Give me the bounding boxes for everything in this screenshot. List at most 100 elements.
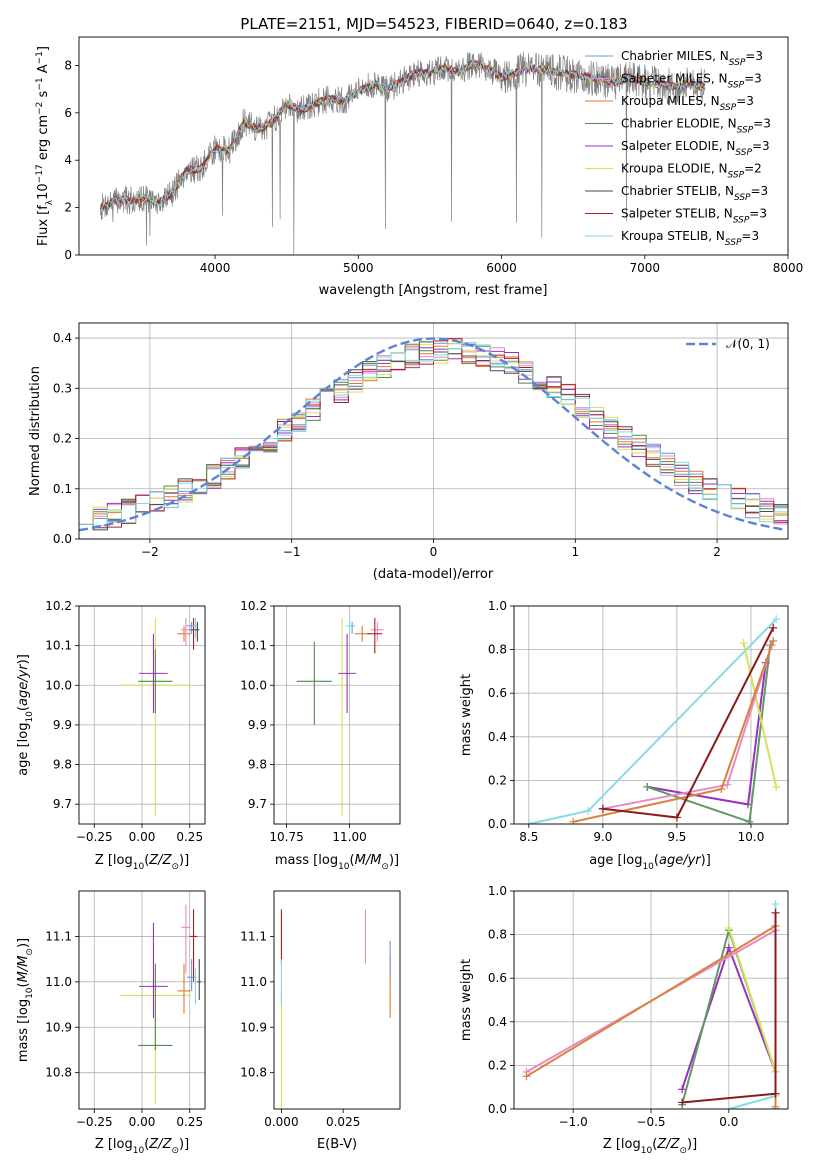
y-tick-label: 0.6 [488, 971, 507, 985]
label-part: Flux [f [36, 205, 51, 246]
label-part: SSP [729, 58, 746, 68]
y-tick-label: 10.0 [45, 678, 72, 692]
label-part: mass [log [275, 853, 338, 868]
label-part: =3 [744, 72, 762, 86]
label-part: Chabrier ELODIE, N [621, 117, 737, 131]
x-tick-label: 8.5 [519, 830, 538, 844]
y-tick-label: 0.4 [488, 1015, 507, 1029]
label-part: A [36, 64, 51, 77]
label-part: =3 [736, 94, 754, 108]
label-part: Salpeter STELIB, N [621, 207, 733, 221]
plot-area [120, 617, 200, 817]
x-tick-label: 0 [430, 545, 438, 559]
weight-marker [772, 615, 781, 624]
weight-marker [522, 1072, 531, 1081]
y-tick-label: 0.3 [53, 381, 72, 395]
weight-marker [745, 817, 754, 824]
plot-area [296, 617, 384, 817]
label-part: SSP [728, 171, 745, 181]
label-part: ⊙ [25, 948, 35, 956]
hist-krou_stelib [79, 342, 788, 526]
label-part: 10 [642, 862, 654, 872]
label-part: 10 [338, 862, 350, 872]
y-tick-label: 0 [64, 248, 72, 262]
label-part: 10 [25, 711, 35, 723]
label-part: ( [350, 853, 355, 868]
weight-marker [772, 782, 781, 791]
y-axis-label: mass weight [459, 959, 474, 1041]
y-tick-label: 0.0 [488, 817, 507, 831]
y-tick-label: 0.6 [488, 686, 507, 700]
residuals-panel: −2 −1 0 1 2 0.0 0.1 0.2 0.3 0.4 (data-model)/error… [28, 322, 789, 582]
label-part: ( [144, 1137, 149, 1152]
label-part: Z [log [95, 853, 133, 868]
label-part: =3 [751, 184, 769, 198]
label-part: 10 [25, 987, 35, 999]
y-axis-label: mass [log10(M/M⊙)] [16, 938, 35, 1062]
y-tick-label: 9.7 [53, 797, 72, 811]
mass-age-panel: 10.75 11.00 9.7 9.8 9.9 10.0 10.1 10.2 mass [log… [240, 599, 401, 872]
label-part: Salpeter MILES, N [621, 72, 728, 86]
plot-area [120, 904, 202, 1105]
label-part: ( [16, 982, 31, 987]
label-part: ( [652, 1137, 657, 1152]
legend-label: Salpeter ELODIE, NSSP=3 [621, 139, 770, 158]
weight-marker [739, 639, 748, 648]
label-part: Z [log [95, 1137, 133, 1152]
weight-marker [643, 782, 652, 791]
label-part: M/M [16, 956, 31, 983]
x-axis-label: mass [log10(M/M⊙)] [275, 853, 399, 872]
x-tick-label: 0.25 [176, 830, 203, 844]
plot-area [79, 337, 788, 532]
label-part: ⊙ [171, 862, 179, 872]
label-part: )] [179, 853, 189, 868]
axes-frame [273, 890, 401, 1110]
weight-marker [717, 785, 726, 794]
y-tick-label: 6 [64, 106, 72, 120]
ebv-mass-panel: 0.000 0.025 10.8 10.9 11.0 11.1 E(B-V) [240, 890, 401, 1152]
z-age-panel: −0.25 0.00 0.25 9.7 9.8 9.9 10.0 10.1 10.2 Z [log… [16, 599, 206, 872]
label-part: =3 [753, 117, 771, 131]
label-part: )] [687, 1137, 697, 1152]
x-tick-label: 0.000 [264, 1115, 298, 1129]
label-part: age/yr [659, 853, 702, 868]
weight-marker [771, 1102, 780, 1109]
plot-area [522, 900, 780, 1109]
x-tick-label: 4000 [200, 261, 231, 275]
label-part: =3 [741, 229, 759, 243]
normal-curve [79, 337, 786, 532]
weight-marker [771, 900, 780, 909]
weight-marker [771, 908, 780, 917]
y-tick-label: 4 [64, 153, 72, 167]
x-tick-label: 10.0 [738, 830, 765, 844]
label-part: Z/Z [148, 1137, 172, 1152]
x-tick-label: −1.0 [559, 1115, 588, 1129]
x-tick-label: 8000 [773, 261, 804, 275]
label-part: age/yr [16, 663, 31, 706]
x-axis-label: wavelength [Angstrom, rest frame] [319, 283, 548, 298]
y-tick-label: 10.1 [240, 639, 267, 653]
axes-frame [273, 605, 401, 825]
y-tick-label: 10.1 [45, 639, 72, 653]
y-axis-label: mass weight [459, 674, 474, 756]
label-part: )] [701, 853, 711, 868]
x-tick-label: 0.0 [719, 1115, 738, 1129]
x-tick-label: −0.5 [636, 1115, 665, 1129]
model-spectrum-krou_stelib [100, 58, 705, 212]
label-part: Salpeter ELODIE, N [621, 139, 735, 153]
spectrum-panel: 4000 5000 6000 7000 8000 0 2 4 6 8 wavelength [Ang… [35, 36, 804, 298]
weight-marker [524, 820, 533, 824]
x-tick-label: 7000 [629, 261, 660, 275]
plot-area [524, 615, 781, 824]
label-part: SSP [733, 216, 750, 226]
label-part: Kroupa ELODIE, N [621, 162, 728, 176]
label-part: −1 [35, 77, 45, 90]
label-part: age [log [16, 723, 31, 776]
y-tick-label: 1.0 [488, 884, 507, 898]
x-tick-label: −2 [141, 545, 159, 559]
y-tick-label: 8 [64, 58, 72, 72]
x-axis-label: age [log10(age/yr)] [589, 853, 711, 872]
y-tick-label: 9.9 [248, 718, 267, 732]
